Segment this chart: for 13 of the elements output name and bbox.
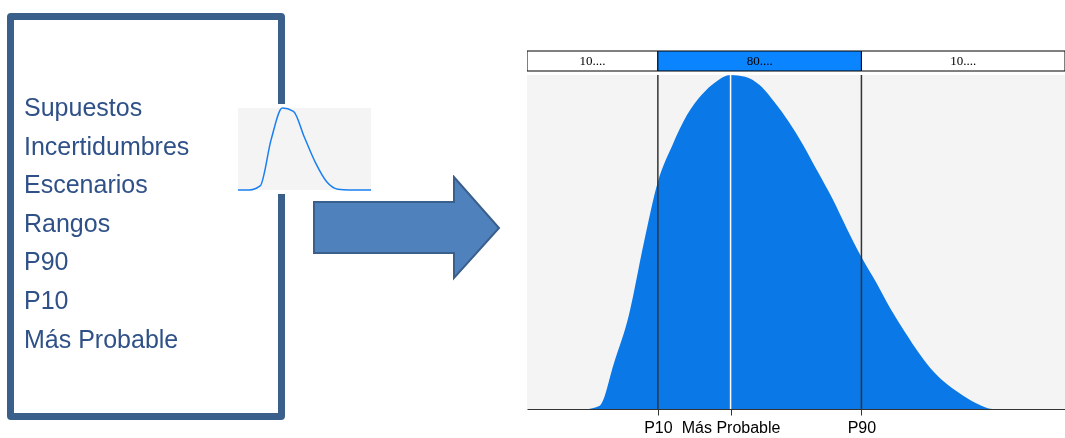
text: 10....	[579, 53, 606, 68]
text: Incertidumbres	[23, 130, 191, 162]
text: P90	[23, 246, 70, 278]
x-tick-label: Más Probable	[681, 418, 781, 436]
x-tick-label: P90	[847, 418, 877, 436]
x-tick-label: P10	[644, 418, 673, 436]
text: Escenarios	[23, 169, 149, 201]
text: Más Probable	[23, 323, 180, 355]
text: Rangos	[23, 207, 112, 239]
text: Supuestos	[23, 92, 144, 123]
text: P10	[23, 284, 70, 316]
text: 80....	[746, 53, 773, 68]
text: 10....	[950, 53, 977, 68]
